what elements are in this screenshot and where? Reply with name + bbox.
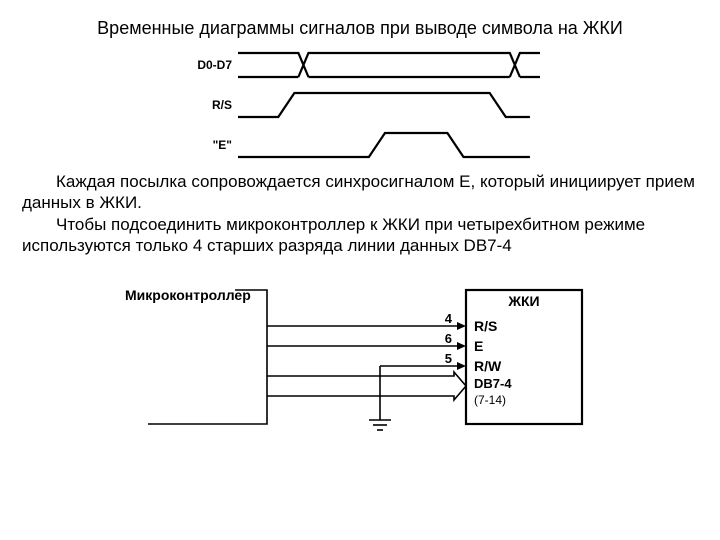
page: Временные диаграммы сигналов при выводе … <box>0 0 720 540</box>
svg-text:DB7-4: DB7-4 <box>474 376 512 391</box>
paragraph-2: Чтобы подсоединить микроконтроллер к ЖКИ… <box>22 214 698 257</box>
signal-label-rs: R/S <box>180 98 238 112</box>
svg-text:(7-14): (7-14) <box>474 393 506 407</box>
svg-text:Микроконтроллер: Микроконтроллер <box>125 287 251 303</box>
svg-text:4: 4 <box>445 311 453 326</box>
paragraph-1: Каждая посылка сопровождается синхросигн… <box>22 171 698 214</box>
svg-text:E: E <box>474 338 483 354</box>
svg-text:6: 6 <box>445 331 452 346</box>
signal-row-data: D0-D7 <box>180 47 540 83</box>
timing-diagram: D0-D7 R/S "E" <box>180 47 540 163</box>
schematic-svg: Микроконтроллер ЖКИ 4 R/S 6 E 5 R/W DB7-4 (7-14) <box>120 264 600 446</box>
svg-text:ЖКИ: ЖКИ <box>507 293 539 309</box>
signal-label-e: "E" <box>180 138 238 152</box>
signal-row-rs: R/S <box>180 87 540 123</box>
page-title: Временные диаграммы сигналов при выводе … <box>22 18 698 39</box>
signal-wave-e <box>238 127 540 163</box>
svg-text:5: 5 <box>445 351 452 366</box>
signal-label-data: D0-D7 <box>180 58 238 72</box>
signal-wave-rs <box>238 87 540 123</box>
body-text: Каждая посылка сопровождается синхросигн… <box>22 171 698 256</box>
schematic-diagram: Микроконтроллер ЖКИ 4 R/S 6 E 5 R/W DB7-4 (7-14) <box>120 264 600 446</box>
signal-row-e: "E" <box>180 127 540 163</box>
svg-text:R/W: R/W <box>474 358 502 374</box>
signal-wave-data <box>238 47 540 83</box>
svg-text:R/S: R/S <box>474 318 497 334</box>
